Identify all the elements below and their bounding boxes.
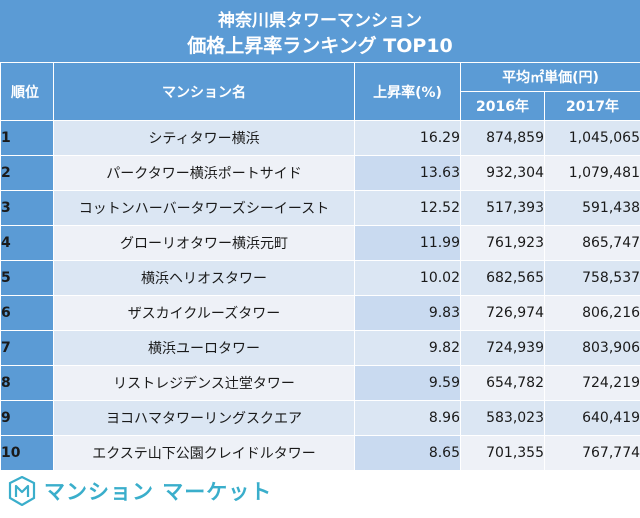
- table-row: 8 リストレジデンス辻堂タワー 9.59 654,782 724,219: [0, 365, 640, 401]
- price-2016-cell: 517,393: [460, 190, 545, 226]
- mansion-name-cell: コットンハーバータワーズシーイースト: [53, 190, 355, 226]
- footer-brand: マンション マーケット: [8, 474, 272, 508]
- price-2016-cell: 726,974: [460, 295, 545, 331]
- mansion-name-cell: グローリオタワー横浜元町: [53, 225, 355, 261]
- rank-cell: 10: [0, 435, 54, 471]
- mansion-name-cell: シティタワー横浜: [53, 120, 355, 156]
- rise-rate-cell: 8.65: [354, 435, 461, 471]
- rank-cell: 6: [0, 295, 54, 331]
- rise-rate-cell: 11.99: [354, 225, 461, 261]
- mansion-name-cell: 横浜ユーロタワー: [53, 330, 355, 366]
- rise-rate-cell: 10.02: [354, 260, 461, 296]
- title-line-1: 神奈川県タワーマンション: [218, 11, 422, 31]
- mansion-name-cell: ザスカイクルーズタワー: [53, 295, 355, 331]
- price-2016-cell: 874,859: [460, 120, 545, 156]
- rank-cell: 5: [0, 260, 54, 296]
- price-2017-cell: 640,419: [543, 400, 640, 436]
- rank-cell: 4: [0, 225, 54, 261]
- price-2017-cell: 591,438: [543, 190, 640, 226]
- title-line-2: 価格上昇率ランキング TOP10: [187, 35, 453, 57]
- mansion-name-cell: リストレジデンス辻堂タワー: [53, 365, 355, 401]
- header-rate: 上昇率(%): [354, 62, 461, 121]
- rank-cell: 1: [0, 120, 54, 156]
- price-2016-cell: 932,304: [460, 155, 545, 191]
- price-2017-cell: 767,774: [543, 435, 640, 471]
- table-row: 4 グローリオタワー横浜元町 11.99 761,923 865,747: [0, 225, 640, 261]
- header-price-group: 平均㎡単価(円): [459, 62, 640, 92]
- price-2016-cell: 761,923: [460, 225, 545, 261]
- header-rank: 順位: [0, 62, 54, 121]
- price-2017-cell: 803,906: [543, 330, 640, 366]
- mansion-name-cell: エクステ山下公園クレイドルタワー: [53, 435, 355, 471]
- price-2016-cell: 701,355: [460, 435, 545, 471]
- table-row: 6 ザスカイクルーズタワー 9.83 726,974 806,216: [0, 295, 640, 331]
- rise-rate-cell: 9.59: [354, 365, 461, 401]
- price-2017-cell: 1,079,481: [543, 155, 640, 191]
- rank-cell: 2: [0, 155, 54, 191]
- rise-rate-cell: 8.96: [354, 400, 461, 436]
- price-2017-cell: 758,537: [543, 260, 640, 296]
- mansion-name-cell: パークタワー横浜ポートサイド: [53, 155, 355, 191]
- price-2017-cell: 1,045,065: [543, 120, 640, 156]
- table-row: 2 パークタワー横浜ポートサイド 13.63 932,304 1,079,481: [0, 155, 640, 191]
- price-2016-cell: 682,565: [460, 260, 545, 296]
- price-2016-cell: 654,782: [460, 365, 545, 401]
- table-row: 1 シティタワー横浜 16.29 874,859 1,045,065: [0, 120, 640, 156]
- price-2016-cell: 724,939: [460, 330, 545, 366]
- rise-rate-cell: 16.29: [354, 120, 461, 156]
- table-row: 5 横浜ヘリオスタワー 10.02 682,565 758,537: [0, 260, 640, 296]
- table-row: 3 コットンハーバータワーズシーイースト 12.52 517,393 591,438: [0, 190, 640, 226]
- brand-name: マンション マーケット: [44, 480, 273, 504]
- rank-cell: 8: [0, 365, 54, 401]
- mansion-market-logo-icon: [8, 476, 36, 506]
- header-year-2016: 2016年: [460, 91, 545, 121]
- price-2017-cell: 865,747: [543, 225, 640, 261]
- header-year-2017: 2017年: [543, 91, 640, 121]
- price-2017-cell: 806,216: [543, 295, 640, 331]
- price-2016-cell: 583,023: [460, 400, 545, 436]
- rank-cell: 7: [0, 330, 54, 366]
- table-row: 10 エクステ山下公園クレイドルタワー 8.65 701,355 767,774: [0, 435, 640, 471]
- mansion-name-cell: ヨコハマタワーリングスクエア: [53, 400, 355, 436]
- rank-cell: 9: [0, 400, 54, 436]
- mansion-name-cell: 横浜ヘリオスタワー: [53, 260, 355, 296]
- title-banner: 神奈川県タワーマンション 価格上昇率ランキング TOP10: [0, 0, 640, 62]
- header-name: マンション名: [53, 62, 355, 121]
- rise-rate-cell: 9.83: [354, 295, 461, 331]
- rise-rate-cell: 13.63: [354, 155, 461, 191]
- price-2017-cell: 724,219: [543, 365, 640, 401]
- table-row: 7 横浜ユーロタワー 9.82 724,939 803,906: [0, 330, 640, 366]
- table-row: 9 ヨコハマタワーリングスクエア 8.96 583,023 640,419: [0, 400, 640, 436]
- rank-cell: 3: [0, 190, 54, 226]
- rise-rate-cell: 12.52: [354, 190, 461, 226]
- rise-rate-cell: 9.82: [354, 330, 461, 366]
